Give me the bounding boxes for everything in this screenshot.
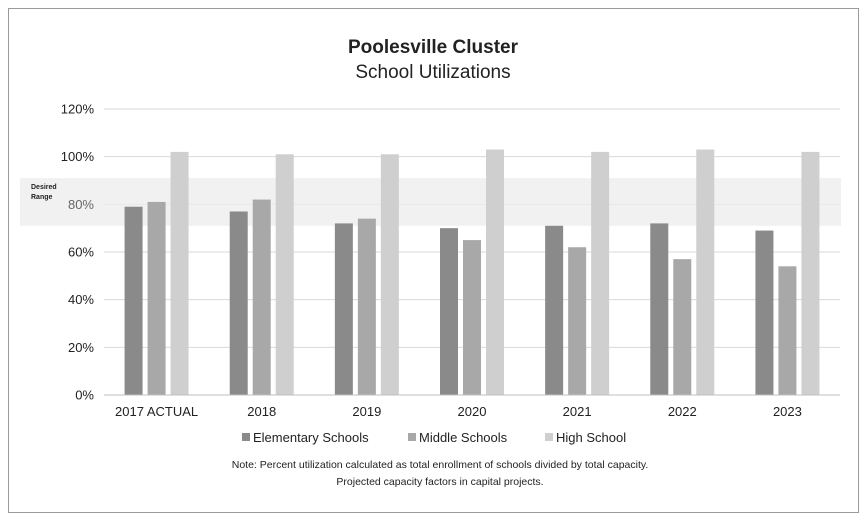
- legend-label: Middle Schools: [419, 430, 508, 445]
- bar-elementary: [650, 223, 669, 395]
- bar-high: [486, 149, 504, 395]
- y-tick-label: 60%: [68, 245, 94, 260]
- y-tick-label: 0%: [75, 388, 94, 403]
- bar-high: [801, 151, 820, 395]
- x-tick-label: 2018: [247, 404, 276, 419]
- legend-swatch: [408, 433, 416, 441]
- y-tick-label: 40%: [68, 292, 94, 307]
- chart-subtitle: School Utilizations: [355, 62, 510, 83]
- bar-middle: [252, 199, 271, 395]
- bar-middle: [147, 201, 166, 395]
- bar-middle: [673, 259, 692, 395]
- bar-elementary: [229, 211, 248, 395]
- y-tick-label: 80%: [68, 197, 94, 212]
- y-tick-label: 20%: [68, 340, 94, 355]
- axis-layer: 0% 20% 40% 60% 80% 100% 120% 2017 ACTUAL 2018 201…: [61, 102, 840, 419]
- desired-range-label-line1: Desired: [31, 184, 57, 191]
- legend-label: High School: [556, 430, 626, 445]
- desired-range-label-line2: Range: [31, 194, 53, 201]
- x-tick-label: 2022: [668, 404, 697, 419]
- legend-swatch: [242, 433, 250, 441]
- bar-elementary: [545, 225, 564, 395]
- y-tick-label: 120%: [61, 102, 95, 117]
- bar-elementary: [440, 228, 458, 395]
- legend-label: Elementary Schools: [253, 430, 369, 445]
- bar-middle: [357, 218, 376, 395]
- bar-elementary: [334, 223, 353, 395]
- bar-high: [275, 154, 294, 395]
- chart-note-line1: Note: Percent utilization calculated as …: [232, 459, 649, 471]
- x-tick-label: 2021: [563, 404, 592, 419]
- bar-high: [696, 149, 715, 395]
- bars-layer: [124, 149, 820, 395]
- legend-swatch: [545, 433, 553, 441]
- x-tick-label: 2017 ACTUAL: [115, 404, 198, 419]
- desired-range-band: [20, 178, 841, 226]
- x-tick-label: 2020: [458, 404, 487, 419]
- x-tick-label: 2023: [773, 404, 802, 419]
- chart-title: Poolesville Cluster: [348, 37, 519, 58]
- legend: Elementary Schools Middle Schools High Sch…: [242, 430, 626, 445]
- bar-high: [380, 154, 399, 395]
- bar-middle: [463, 240, 481, 395]
- bar-elementary: [755, 230, 774, 395]
- bar-middle: [778, 266, 797, 395]
- bar-middle: [568, 247, 587, 395]
- bar-elementary: [124, 206, 143, 395]
- x-tick-label: 2019: [352, 404, 381, 419]
- bar-high: [170, 151, 189, 395]
- bar-high: [591, 151, 610, 395]
- chart-note-line2: Projected capacity factors in capital pr…: [336, 476, 543, 488]
- y-tick-label: 100%: [61, 149, 95, 164]
